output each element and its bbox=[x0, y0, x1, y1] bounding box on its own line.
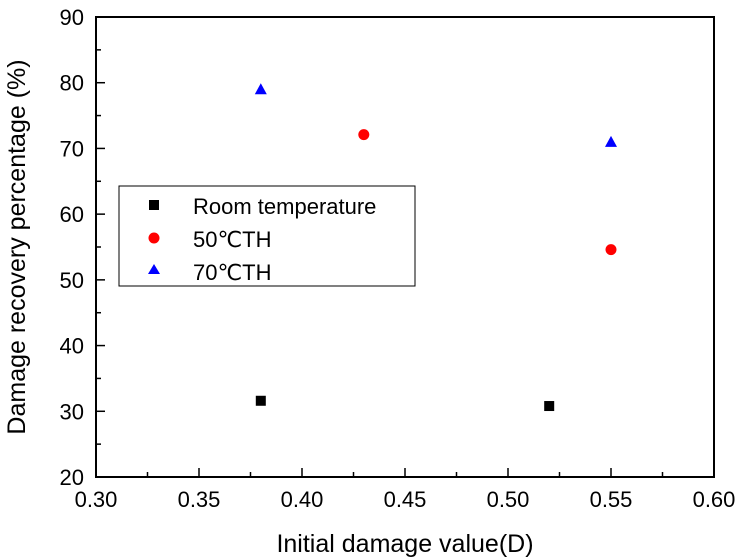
data-point-circle bbox=[605, 244, 617, 256]
legend-triangle-icon bbox=[148, 264, 160, 274]
y-tick-label: 70 bbox=[60, 136, 84, 161]
legend-label-50c-th: 50℃TH bbox=[193, 227, 272, 252]
legend-square-icon bbox=[149, 200, 159, 210]
x-tick-label: 0.35 bbox=[178, 487, 221, 512]
y-tick-label: 90 bbox=[60, 5, 84, 30]
x-tick-label: 0.50 bbox=[487, 487, 530, 512]
data-point-triangle bbox=[254, 83, 267, 95]
legend: Room temperature 50℃TH 70℃TH bbox=[118, 185, 416, 287]
x-tick-label: 0.40 bbox=[281, 487, 324, 512]
x-tick-label: 0.60 bbox=[693, 487, 736, 512]
legend-label-room-temperature: Room temperature bbox=[193, 194, 376, 219]
legend-label-70c-th: 70℃TH bbox=[193, 260, 272, 285]
data-point-square bbox=[544, 401, 555, 412]
y-tick-label: 50 bbox=[60, 268, 84, 293]
data-point-square bbox=[255, 395, 266, 406]
y-tick-label: 40 bbox=[60, 334, 84, 359]
y-tick-label: 30 bbox=[60, 399, 84, 424]
data-point-circle bbox=[358, 129, 370, 141]
x-tick-label: 0.55 bbox=[590, 487, 633, 512]
legend-circle-icon bbox=[148, 232, 160, 244]
ticks: 0.30 0.35 0.40 0.45 0.50 0.55 0.60 20 30 40 50 60 70… bbox=[60, 5, 736, 512]
x-tick-label: 0.30 bbox=[75, 487, 118, 512]
data-point-triangle bbox=[605, 135, 617, 147]
data-marks bbox=[254, 83, 617, 412]
legend-box bbox=[118, 185, 416, 287]
y-tick-label: 60 bbox=[60, 202, 84, 227]
y-tick-label: 20 bbox=[60, 465, 84, 490]
y-axis-label: Damage recovery percentage (%) bbox=[3, 59, 31, 434]
x-axis-label: Initial damage value(D) bbox=[276, 530, 533, 558]
y-tick-label: 80 bbox=[60, 71, 84, 96]
x-tick-label: 0.45 bbox=[384, 487, 427, 512]
